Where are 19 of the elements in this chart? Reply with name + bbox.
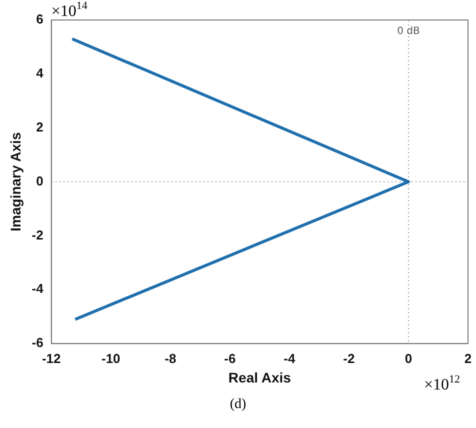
y-axis-title: Imaginary Axis (7, 132, 24, 232)
y-tick-label: 0 (36, 173, 44, 188)
x-tick-label: -4 (284, 350, 296, 366)
x-tick-label: 2 (464, 350, 472, 366)
x-tick-label: -10 (101, 350, 120, 366)
x-tick-label: -12 (42, 350, 61, 366)
x-tick-label: -6 (224, 350, 236, 366)
x-axis-title: Real Axis (228, 369, 292, 386)
y-tick-label: -2 (32, 227, 44, 242)
text: (d) (228, 397, 248, 413)
x-tick-label: -2 (343, 350, 355, 366)
x-tick-label: 0 (404, 350, 412, 366)
y-tick-label: 4 (36, 66, 44, 81)
ref-line-label: 0 dB (397, 26, 420, 37)
x-tick-label: -8 (164, 350, 176, 366)
y-tick-label: -6 (32, 335, 44, 350)
y-tick-label: 2 (36, 119, 44, 134)
y-tick-label: 6 (36, 12, 44, 27)
y-tick-label: -4 (32, 281, 44, 296)
